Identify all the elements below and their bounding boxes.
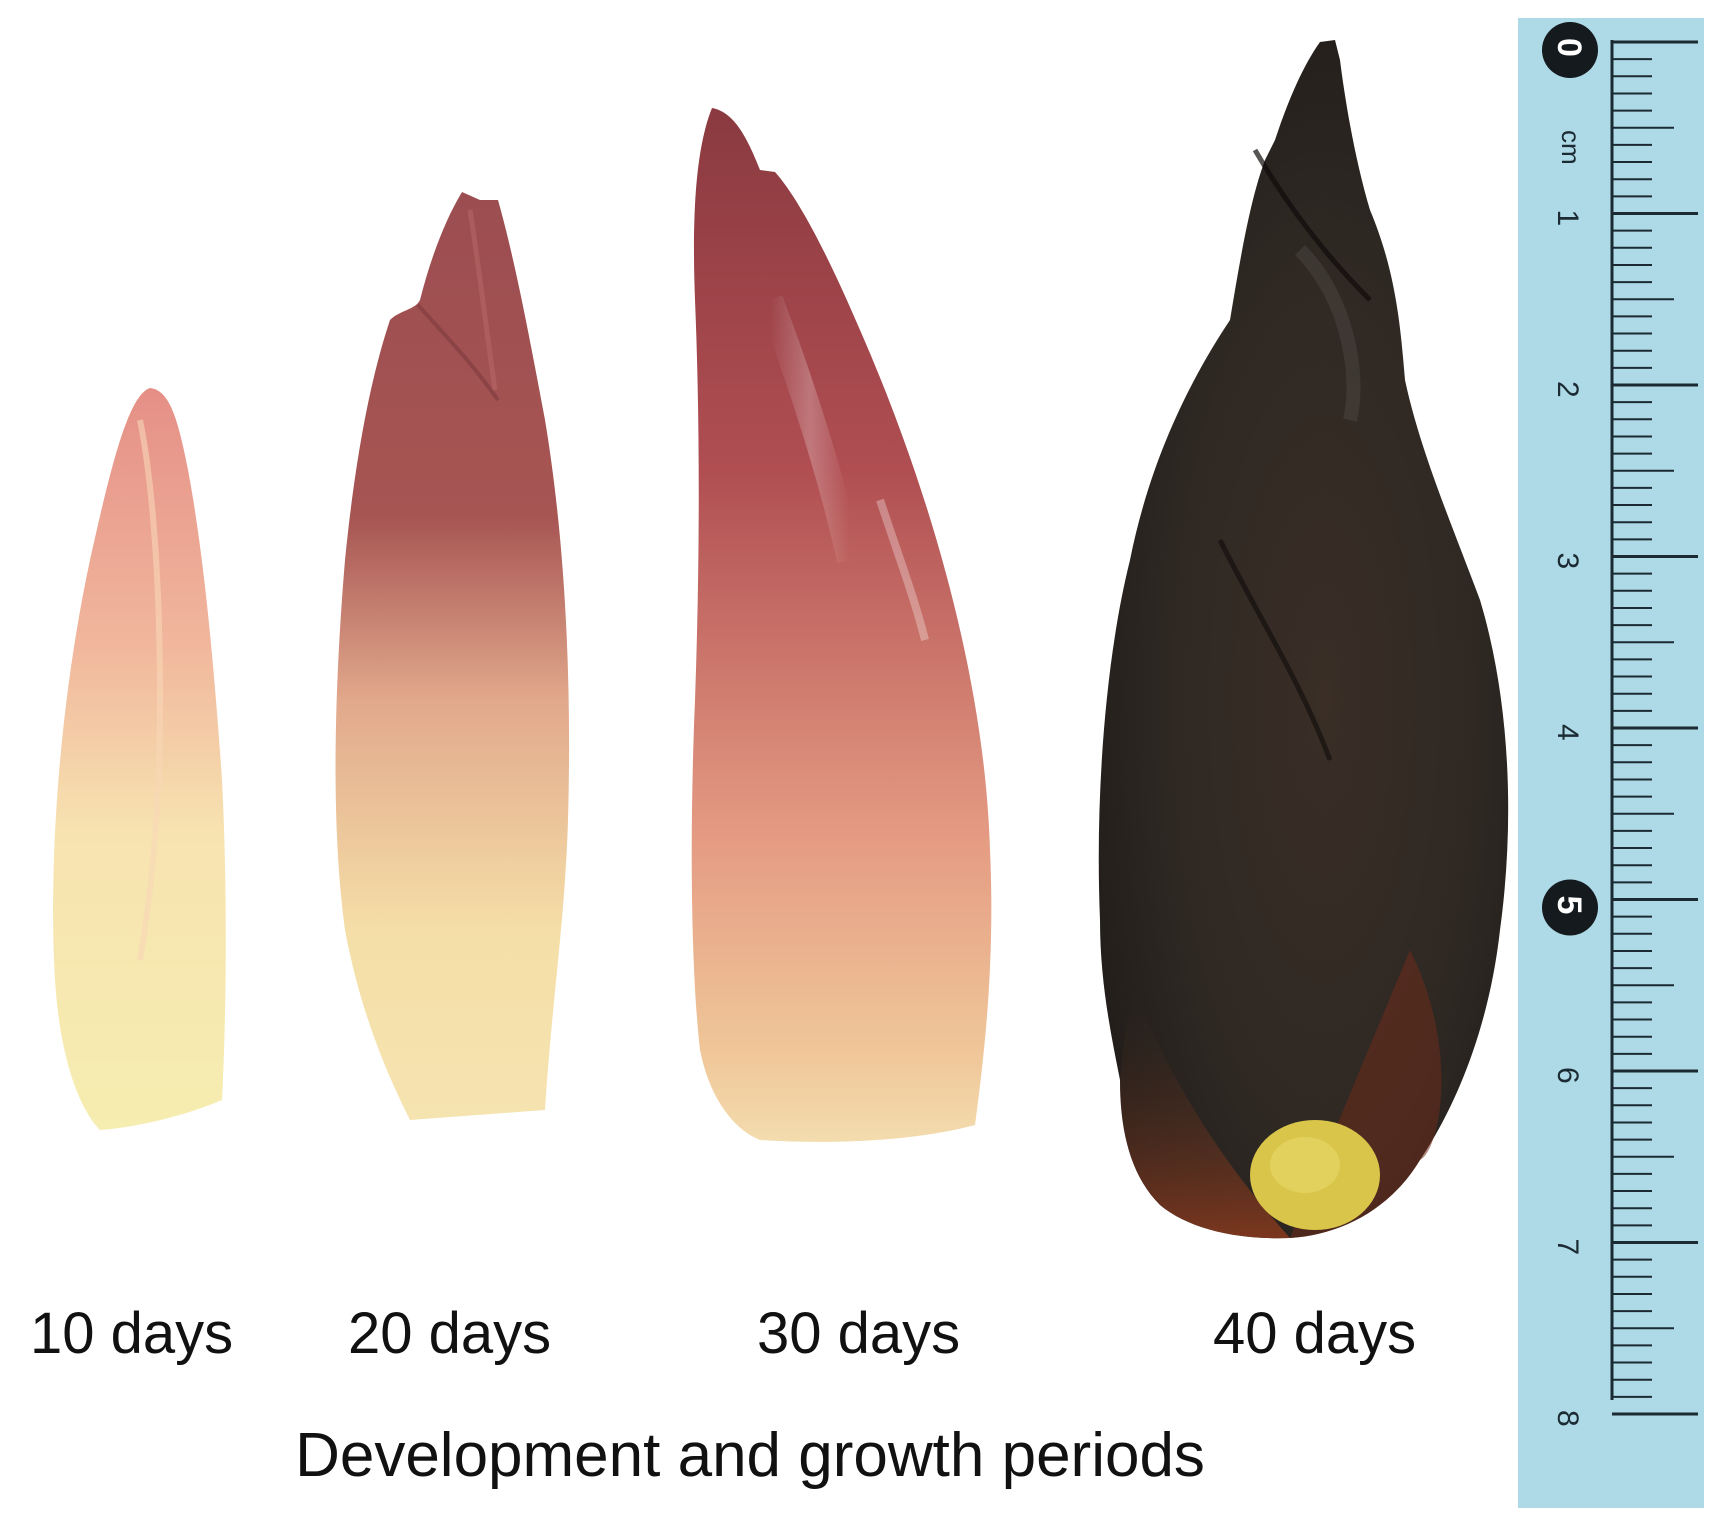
ruler-badge [1542,879,1598,936]
bud-40-days [1098,40,1509,1239]
ruler-major-label: 5 [1550,896,1588,915]
ruler-unit-label: cm [1556,130,1586,165]
stage-label-20-days: 20 days [348,1301,552,1366]
scale-ruler: 0 1 2 3 4 5 6 7 8 cm [1518,18,1704,1508]
ruler-major-label: 3 [1551,553,1584,570]
ruler-major-label: 2 [1551,381,1584,398]
ruler-major-label: 1 [1551,210,1584,227]
ruler-labels: 0 1 2 3 4 5 6 7 8 [1542,22,1598,1427]
bud-20-days [335,192,570,1120]
ruler-major-label: 8 [1551,1410,1584,1427]
stage-label-30-days: 30 days [757,1301,961,1366]
ruler-badge [1542,22,1598,78]
bud-30-days [691,108,992,1142]
stage-label-40-days: 40 days [1213,1301,1417,1366]
stage-label-10-days: 10 days [30,1301,234,1366]
ruler-ticks [1612,40,1698,1416]
bud-10-days [53,388,226,1130]
ruler-major-label: 0 [1550,38,1588,57]
ruler-major-label: 4 [1551,724,1584,741]
figure-caption: Development and growth periods [295,1421,1205,1490]
ruler-major-label: 7 [1551,1239,1584,1256]
ruler-major-label: 6 [1551,1067,1584,1084]
